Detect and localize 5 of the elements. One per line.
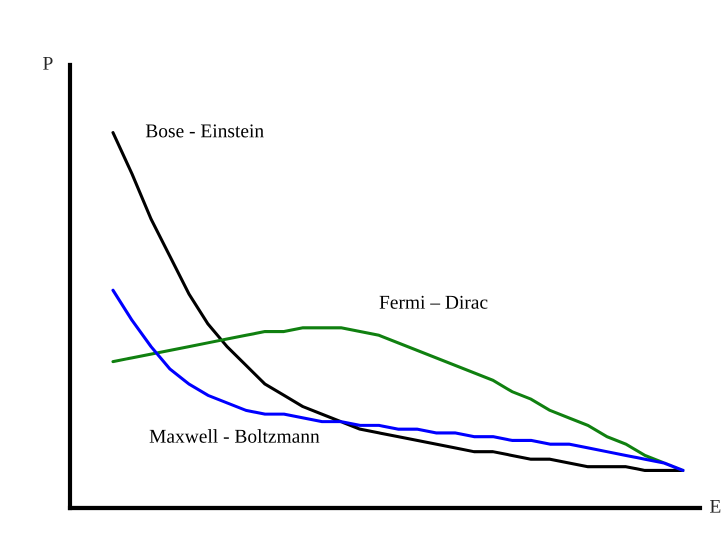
x-axis-title: E	[710, 500, 720, 513]
y-axis-title: P	[43, 56, 53, 70]
series-label: Bose - Einstein	[146, 124, 264, 138]
series-label: Maxwell - Boltzmann	[150, 429, 320, 443]
series-label: Fermi – Dirac	[380, 296, 488, 309]
